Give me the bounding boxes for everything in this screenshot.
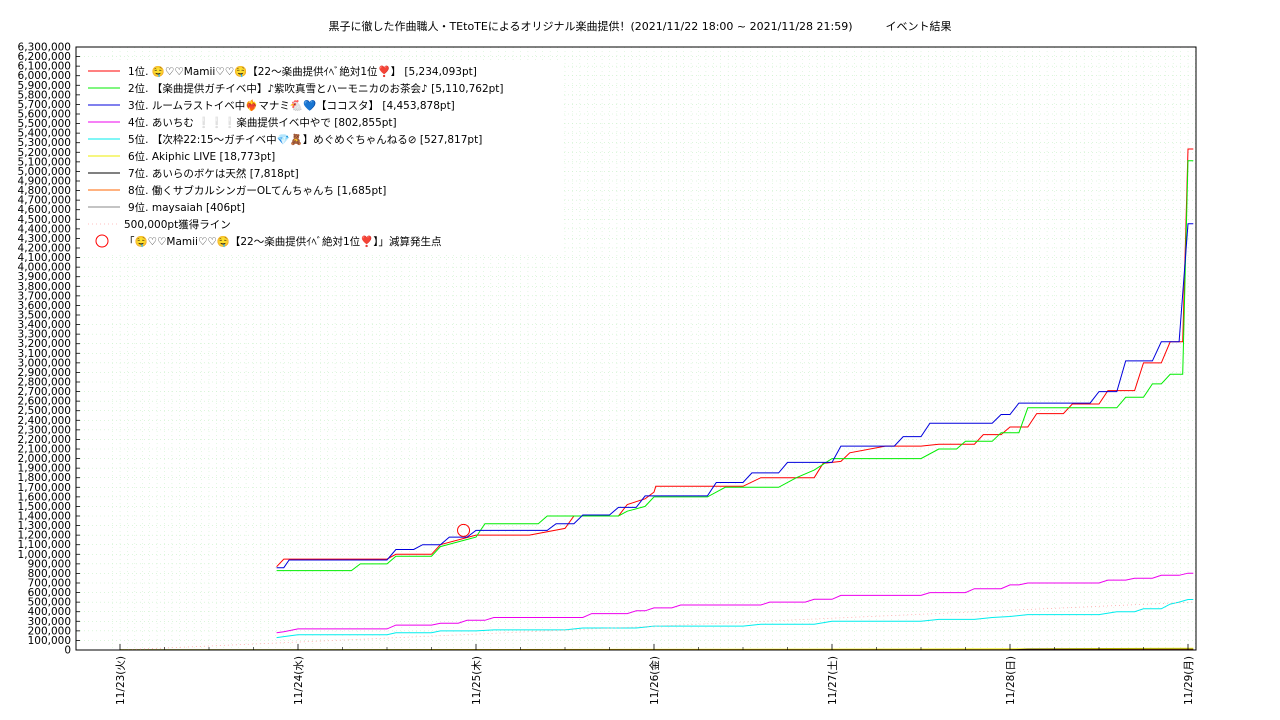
y-tick-label: 3,500,000 bbox=[18, 310, 71, 322]
y-tick-label: 3,400,000 bbox=[18, 319, 71, 331]
y-tick-label: 500,000 bbox=[28, 597, 71, 609]
legend-entry-4: 4位. あいちむ ❕❕❕楽曲提供イベ中やで [802,855pt] bbox=[128, 116, 397, 129]
y-tick-label: 1,900,000 bbox=[18, 463, 71, 475]
y-tick-label: 1,500,000 bbox=[18, 501, 71, 513]
y-tick-label: 5,000,000 bbox=[18, 166, 71, 178]
y-tick-label: 2,200,000 bbox=[18, 434, 71, 446]
series-line-4 bbox=[276, 572, 1194, 634]
y-tick-label: 3,900,000 bbox=[18, 271, 71, 283]
y-tick-label: 3,800,000 bbox=[18, 281, 71, 293]
y-tick-label: 2,900,000 bbox=[18, 367, 71, 379]
y-tick-label: 4,800,000 bbox=[18, 185, 71, 197]
chart-title: 黒子に徹した作曲職人・TEtoTEによるオリジナル楽曲提供！(2021/11/2… bbox=[328, 20, 952, 33]
legend-entry-5: 5位. 【次枠22:15〜ガチイベ中💎🧸】めぐめぐちゃんねる⊘ [527,817… bbox=[128, 133, 482, 146]
legend-entry-6: 6位. Akiphic LIVE [18,773pt] bbox=[128, 150, 275, 163]
y-tick-label: 3,300,000 bbox=[18, 329, 71, 341]
y-tick-label: 4,400,000 bbox=[18, 223, 71, 235]
x-tick-label: 11/25(木) bbox=[471, 656, 483, 705]
legend-entry-8: 8位. 働くサブカルシンガーOLてんちゃんち [1,685pt] bbox=[128, 184, 386, 197]
y-tick-label: 4,900,000 bbox=[18, 176, 71, 188]
y-tick-label: 4,100,000 bbox=[18, 252, 71, 264]
penalty-marker-1 bbox=[457, 523, 471, 537]
y-tick-label: 5,900,000 bbox=[18, 80, 71, 92]
y-tick-label: 2,500,000 bbox=[18, 405, 71, 417]
series-line-5 bbox=[276, 599, 1194, 639]
markers bbox=[457, 523, 471, 537]
y-tick-label: 200,000 bbox=[28, 625, 71, 637]
y-tick-label: 4,500,000 bbox=[18, 214, 71, 226]
y-tick-label: 5,200,000 bbox=[18, 147, 71, 159]
legend: 1位. 🤤♡♡Mamii♡♡🤤【22〜楽曲提供ｲﾍﾞ絶対1位❣️】 [5,234… bbox=[80, 61, 562, 254]
y-tick-label: 2,100,000 bbox=[18, 444, 71, 456]
y-axis-ticks: 0100,000200,000300,000400,000500,000600,… bbox=[18, 42, 80, 657]
y-tick-label: 1,800,000 bbox=[18, 472, 71, 484]
y-tick-label: 2,300,000 bbox=[18, 424, 71, 436]
y-tick-label: 100,000 bbox=[28, 635, 71, 647]
y-tick-label: 3,100,000 bbox=[18, 348, 71, 360]
y-tick-label: 4,600,000 bbox=[18, 204, 71, 216]
y-tick-label: 4,300,000 bbox=[18, 233, 71, 245]
x-axis-ticks: 11/23(火) 11/24(水) 11/25(木) 11/26(金) 11/27(土)… bbox=[115, 644, 1195, 705]
y-tick-label: 6,100,000 bbox=[18, 61, 71, 73]
y-tick-label: 3,700,000 bbox=[18, 290, 71, 302]
y-tick-label: 6,000,000 bbox=[18, 70, 71, 82]
y-tick-label: 1,100,000 bbox=[18, 539, 71, 551]
legend-background bbox=[80, 61, 562, 254]
y-tick-label: 2,700,000 bbox=[18, 386, 71, 398]
y-tick-label: 2,400,000 bbox=[18, 415, 71, 427]
y-tick-label: 1,200,000 bbox=[18, 530, 71, 542]
x-tick-label: 11/24(水) bbox=[293, 656, 305, 705]
y-tick-label: 400,000 bbox=[28, 606, 71, 618]
y-tick-label: 0 bbox=[64, 645, 71, 657]
y-tick-label: 5,400,000 bbox=[18, 128, 71, 140]
y-tick-label: 3,000,000 bbox=[18, 357, 71, 369]
y-tick-label: 4,200,000 bbox=[18, 243, 71, 255]
y-tick-label: 1,700,000 bbox=[18, 482, 71, 494]
series-line-3 bbox=[276, 223, 1194, 569]
y-tick-label: 1,300,000 bbox=[18, 520, 71, 532]
x-tick-label: 11/29(月) bbox=[1183, 656, 1195, 705]
y-tick-label: 800,000 bbox=[28, 568, 71, 580]
y-tick-label: 5,800,000 bbox=[18, 89, 71, 101]
x-tick-label: 11/28(日) bbox=[1005, 656, 1017, 705]
y-tick-label: 4,000,000 bbox=[18, 262, 71, 274]
y-tick-label: 600,000 bbox=[28, 587, 71, 599]
y-tick-label: 5,700,000 bbox=[18, 99, 71, 111]
x-tick-label: 11/23(火) bbox=[115, 656, 127, 705]
y-tick-label: 3,200,000 bbox=[18, 338, 71, 350]
y-tick-label: 300,000 bbox=[28, 616, 71, 628]
x-tick-label: 11/26(金) bbox=[648, 656, 661, 705]
y-tick-label: 4,700,000 bbox=[18, 195, 71, 207]
legend-entry-7: 7位. あいらのボケは天然 [7,818pt] bbox=[128, 167, 299, 180]
y-tick-label: 700,000 bbox=[28, 578, 71, 590]
x-tick-label: 11/27(土) bbox=[826, 656, 839, 705]
y-tick-label: 3,600,000 bbox=[18, 300, 71, 312]
y-tick-label: 1,000,000 bbox=[18, 549, 71, 561]
y-tick-label: 6,300,000 bbox=[18, 42, 71, 54]
y-tick-label: 2,800,000 bbox=[18, 377, 71, 389]
y-tick-label: 1,400,000 bbox=[18, 511, 71, 523]
y-tick-label: 6,200,000 bbox=[18, 51, 71, 63]
legend-marker-entry: 「🤤♡♡Mamii♡♡🤤【22〜楽曲提供ｲﾍﾞ絶対1位❣️】」減算発生点 bbox=[124, 235, 441, 248]
y-tick-label: 5,600,000 bbox=[18, 109, 71, 121]
y-tick-label: 5,300,000 bbox=[18, 137, 71, 149]
y-tick-label: 2,000,000 bbox=[18, 453, 71, 465]
y-tick-label: 900,000 bbox=[28, 558, 71, 570]
legend-entry-9: 9位. maysaiah [406pt] bbox=[128, 201, 245, 214]
y-tick-label: 2,600,000 bbox=[18, 396, 71, 408]
y-tick-label: 5,500,000 bbox=[18, 118, 71, 130]
y-tick-label: 5,100,000 bbox=[18, 156, 71, 168]
legend-marker-swatch bbox=[95, 234, 109, 248]
legend-entry-1: 1位. 🤤♡♡Mamii♡♡🤤【22〜楽曲提供ｲﾍﾞ絶対1位❣️】 [5,234… bbox=[128, 65, 477, 78]
series-line-2 bbox=[276, 160, 1194, 572]
legend-entry-3: 3位. ルームラストイベ中❤️‍🔥マナミ🐔💙【ココスタ】 [4,453,878p… bbox=[128, 99, 455, 112]
legend-entry-10: 500,000pt獲得ライン bbox=[124, 218, 231, 231]
plot-frame bbox=[75, 46, 1197, 651]
y-tick-label: 1,600,000 bbox=[18, 491, 71, 503]
legend-entry-2: 2位. 【楽曲提供ガチイベ中】♪紫吹真雪とハーモニカのお茶会♪ [5,110,7… bbox=[128, 82, 504, 95]
